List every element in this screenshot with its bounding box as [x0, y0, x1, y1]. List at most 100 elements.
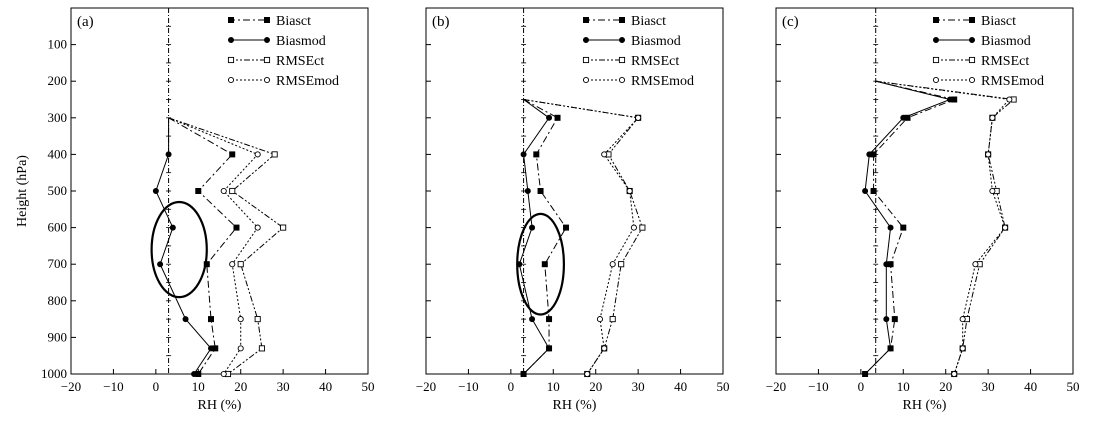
legend-marker	[263, 37, 270, 44]
data-point-biasmod	[520, 370, 527, 377]
data-point-rmsemod	[237, 316, 244, 323]
legend-label: RMSEct	[631, 54, 679, 69]
data-point-biasmod	[866, 151, 873, 158]
chart-panel-a: −20 −10 0 10 20 30 40 50 100 200 300 400 500 600 700 80…	[15, 7, 375, 413]
data-point-rmsemod	[1002, 224, 1009, 231]
data-point-biasmod	[900, 114, 907, 121]
data-point-biasmod	[208, 345, 215, 352]
legend-label: RMSEmod	[631, 74, 694, 89]
chart-panel-c: −20 −10 0 10 20 30 40 50 RH (%) (c) Biasct Biasmod R…	[766, 7, 1080, 413]
x-tick-label: −10	[458, 379, 478, 394]
legend-label: Biasmod	[631, 34, 681, 49]
data-point-biasct	[229, 151, 236, 158]
legend-marker	[932, 56, 940, 64]
legend-marker	[582, 76, 590, 84]
data-point-rmsemod	[596, 316, 604, 323]
series-line-rmsemod	[875, 80, 1011, 375]
data-point-biasmod	[524, 187, 531, 194]
legend-marker	[263, 76, 271, 84]
data-point-biasct	[533, 151, 540, 158]
data-point-rmsect	[258, 345, 265, 352]
y-tick-label: 300	[48, 110, 68, 125]
y-tick-label: 200	[48, 73, 68, 88]
legend-marker	[227, 37, 234, 44]
legend-marker	[969, 37, 976, 44]
x-axis-label: RH (%)	[553, 398, 597, 413]
data-point-biasmod	[946, 96, 953, 103]
x-tick-label: 20	[589, 379, 602, 394]
legend-marker	[227, 56, 235, 64]
x-tick-label: 50	[717, 379, 730, 394]
x-tick-label: 0	[508, 379, 515, 394]
data-point-rmsemod	[601, 151, 608, 158]
x-axis-label: RH (%)	[198, 398, 242, 413]
x-tick-label: −10	[808, 379, 828, 394]
y-tick-label: 700	[48, 256, 68, 271]
y-tick-label: 400	[48, 146, 68, 161]
data-point-biasmod	[529, 316, 536, 323]
legend-marker	[583, 37, 590, 44]
data-point-biasmod	[883, 316, 890, 323]
x-tick-label: 0	[858, 379, 865, 394]
data-point-biasmod	[191, 370, 198, 377]
x-tick-label: 10	[547, 379, 560, 394]
x-tick-label: −10	[103, 379, 123, 394]
data-point-biasmod	[165, 151, 172, 158]
x-tick-label: −20	[61, 379, 81, 394]
legend-marker	[618, 56, 626, 64]
data-point-rmsemod	[951, 370, 958, 378]
data-point-biasmod	[169, 224, 176, 231]
data-point-biasct	[870, 187, 877, 194]
data-point-rmsemod	[220, 187, 227, 195]
data-point-rmsect	[639, 224, 646, 231]
data-point-rmsemod	[220, 370, 227, 378]
legend-marker	[227, 76, 235, 84]
legend-label: RMSEmod	[276, 74, 339, 89]
data-point-rmsemod	[601, 345, 608, 352]
legend-marker	[968, 76, 976, 84]
data-point-biasmod	[152, 187, 159, 194]
data-point-biasct	[563, 224, 570, 231]
data-point-biasct	[537, 187, 544, 194]
data-point-rmsemod	[254, 224, 261, 231]
data-point-biasmod	[546, 345, 553, 352]
legend-marker	[263, 16, 270, 23]
legend-label: Biasmod	[981, 34, 1031, 49]
legend-label: Biasct	[981, 14, 1016, 29]
legend-marker	[969, 16, 976, 23]
series-line-biasmod	[155, 117, 212, 375]
data-point-biasmod	[529, 224, 536, 231]
data-point-biasmod	[862, 187, 869, 194]
x-tick-label: 20	[939, 379, 952, 394]
x-tick-label: 30	[277, 379, 290, 394]
data-point-rmsemod	[985, 151, 992, 158]
panel-label: (a)	[77, 14, 94, 30]
data-point-rmsect	[618, 261, 625, 268]
x-tick-label: 40	[674, 379, 687, 394]
data-point-rmsect	[280, 224, 287, 231]
data-point-rmsect	[237, 261, 244, 268]
series-line-rmsect	[523, 99, 643, 375]
data-point-biasmod	[182, 316, 189, 323]
legend-label: Biasct	[631, 14, 666, 29]
data-point-rmsemod	[229, 261, 236, 268]
data-point-biasmod	[887, 345, 894, 352]
data-point-biasmod	[157, 261, 164, 268]
data-point-biasct	[195, 187, 202, 194]
data-point-rmsect	[229, 187, 236, 195]
data-point-biasmod	[883, 261, 890, 268]
x-tick-label: 30	[632, 379, 645, 394]
x-tick-label: 40	[319, 379, 332, 394]
x-tick-label: 50	[362, 379, 375, 394]
legend-label: RMSEct	[981, 54, 1029, 69]
data-point-rmsemod	[959, 316, 966, 323]
data-point-rmsemod	[630, 224, 637, 231]
panel-label: (b)	[432, 14, 450, 30]
legend-marker	[582, 56, 590, 64]
data-point-rmsemod	[584, 370, 591, 378]
series-line-rmsemod	[523, 99, 640, 375]
legend-label: RMSEct	[276, 54, 324, 69]
data-point-biasct	[891, 316, 898, 323]
x-tick-label: −20	[416, 379, 436, 394]
